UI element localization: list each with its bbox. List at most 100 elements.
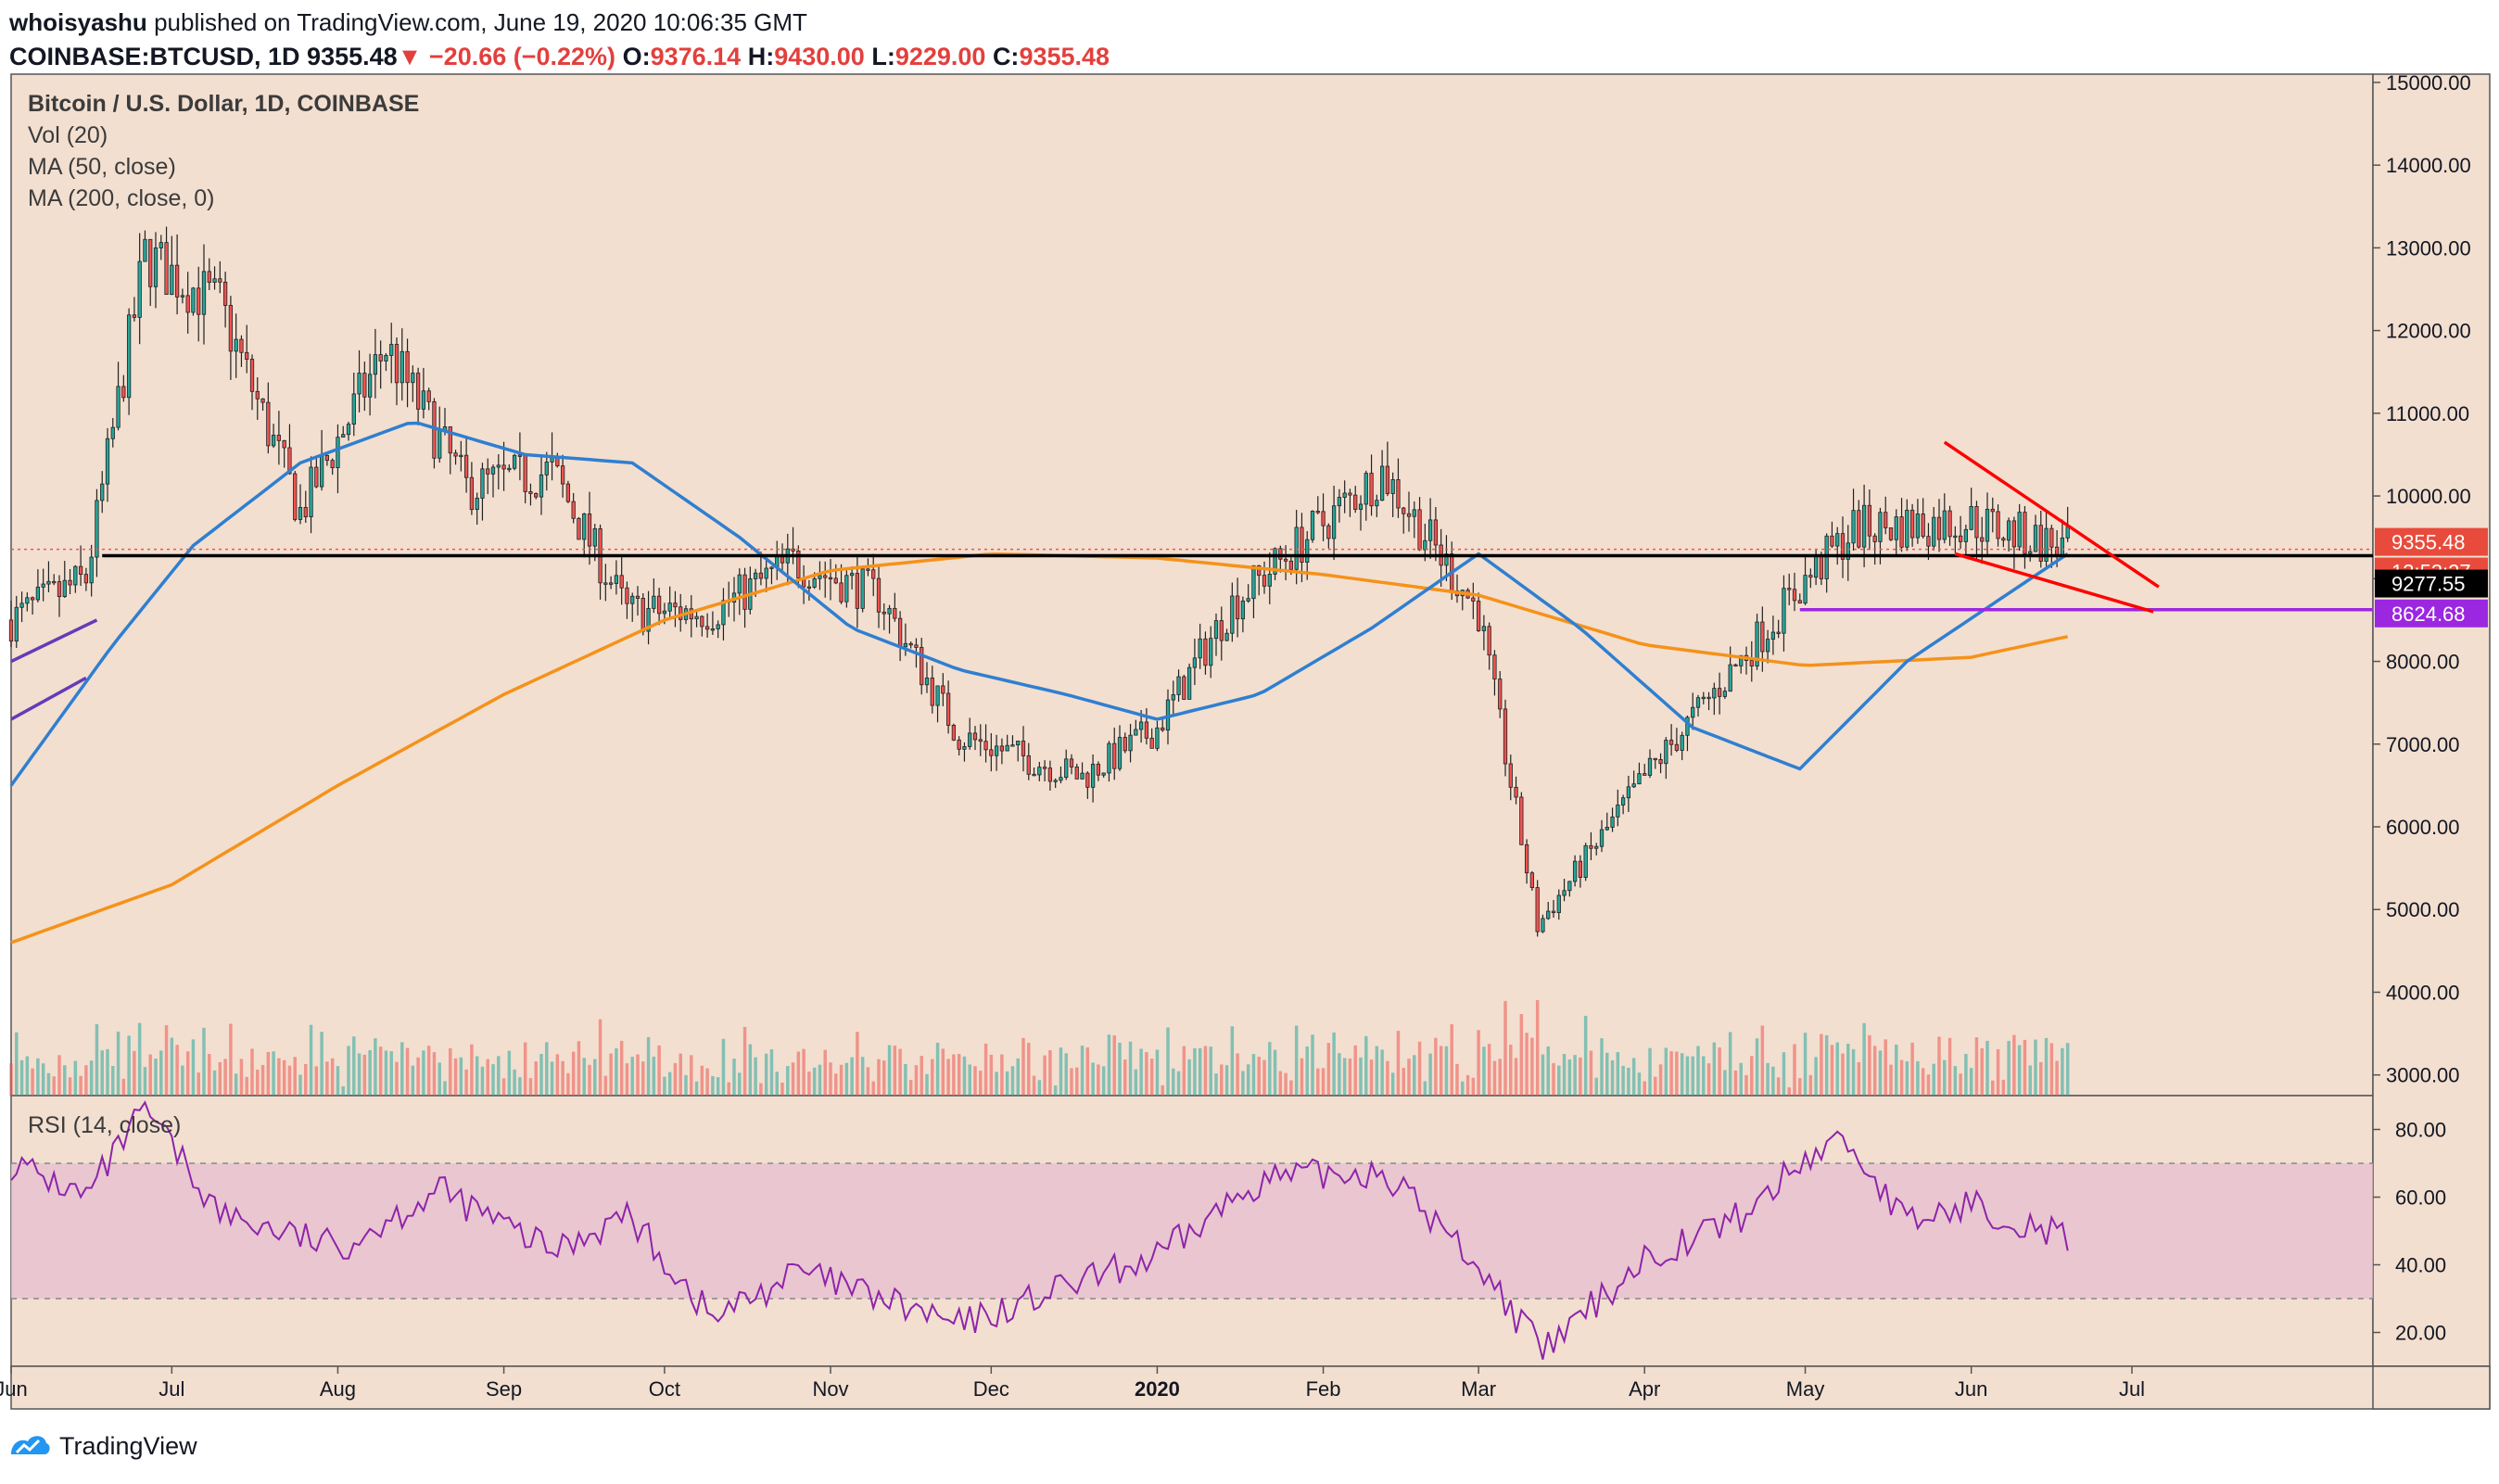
volume-bar: [197, 1072, 200, 1096]
volume-bar: [121, 1078, 126, 1096]
volume-bar: [877, 1059, 881, 1096]
time-axis-bg: [10, 1365, 2491, 1410]
volume-bar: [309, 1024, 313, 1096]
candle-body: [523, 454, 527, 492]
volume-bar: [603, 1075, 608, 1096]
candle-body: [57, 581, 62, 598]
candle-body: [635, 595, 641, 599]
candle-body: [30, 597, 35, 601]
volume-bar: [1627, 1067, 1630, 1096]
candle-body: [185, 295, 190, 313]
candle-body: [1337, 497, 1342, 507]
candle-body: [1963, 528, 1969, 542]
candle-body: [833, 577, 838, 584]
candle-body: [1905, 509, 1909, 548]
volume-bar: [1386, 1060, 1389, 1096]
volume-bar: [748, 1044, 753, 1096]
volume-bar: [1059, 1047, 1063, 1096]
volume-bar: [1669, 1051, 1673, 1096]
candle-body: [1090, 763, 1096, 788]
candle-body: [260, 398, 265, 403]
candle-body: [608, 582, 614, 585]
volume-bar: [1562, 1054, 1567, 1096]
volume-bar: [641, 1061, 645, 1096]
volume-bar: [2049, 1043, 2054, 1096]
volume-bar: [1814, 1057, 1818, 1096]
volume-bar: [1423, 1081, 1427, 1096]
candle-body: [496, 464, 501, 468]
volume-bar: [646, 1036, 651, 1096]
volume-bar: [1187, 1059, 1191, 1096]
author-name[interactable]: whoisyashu: [9, 8, 147, 36]
volume-bar: [260, 1064, 265, 1096]
candle-body: [737, 574, 742, 594]
volume-bar: [175, 1045, 179, 1096]
volume-bar: [2044, 1037, 2049, 1096]
volume-bar: [1702, 1056, 1706, 1096]
volume-bar: [57, 1055, 61, 1096]
volume-bar: [475, 1056, 479, 1096]
volume-bar: [593, 1059, 597, 1096]
volume-bar: [716, 1077, 720, 1096]
volume-bar: [438, 1062, 441, 1096]
candle-body: [276, 435, 282, 441]
candle-body: [983, 741, 988, 751]
volume-bar: [2001, 1079, 2006, 1096]
volume-bar: [657, 1045, 661, 1096]
candle-body: [191, 287, 196, 313]
candle-body: [897, 617, 903, 648]
volume-bar: [304, 1063, 308, 1096]
candle-body: [1251, 564, 1256, 600]
volume-bar: [1910, 1042, 1914, 1096]
volume-bar: [293, 1057, 297, 1096]
volume-bar: [995, 1072, 998, 1096]
volume-bar: [893, 1046, 897, 1096]
resistance-badge-bg: [2375, 569, 2488, 598]
volume-bar: [1969, 1068, 1973, 1096]
volume-bar: [1631, 1058, 1636, 1096]
rsi-tick-label: 20.00: [2395, 1322, 2446, 1345]
candle-body: [1915, 514, 1921, 539]
volume-bar: [1835, 1042, 1839, 1096]
volume-bar: [46, 1072, 51, 1096]
candle-body: [266, 401, 271, 447]
time-tick-label: 2020: [1135, 1377, 1180, 1401]
price-tick-label: 6000.00: [2386, 816, 2460, 839]
volume-bar: [79, 1075, 82, 1096]
candle-body: [1722, 691, 1728, 697]
candle-body: [249, 359, 255, 392]
volume-bar: [983, 1043, 988, 1096]
time-tick-label: Jun: [1955, 1377, 1987, 1401]
candle-body: [1980, 537, 1985, 542]
candle-body: [1176, 676, 1181, 695]
volume-bar: [1728, 1032, 1732, 1096]
candle-body: [1524, 843, 1529, 874]
volume-bar: [577, 1041, 581, 1096]
volume-bar: [1793, 1044, 1796, 1096]
candle-body: [1556, 894, 1561, 914]
volume-bar: [422, 1050, 425, 1096]
footer-brand[interactable]: TradingView: [7, 1427, 197, 1465]
candle-body: [1444, 553, 1449, 566]
candle-body: [839, 582, 844, 602]
candle-body: [1433, 519, 1439, 546]
symbol-name[interactable]: COINBASE:BTCUSD, 1D: [9, 43, 300, 70]
volume-bar: [1107, 1034, 1111, 1096]
candle-body: [501, 464, 506, 470]
volume-bar: [362, 1054, 367, 1096]
candle-body: [544, 461, 549, 476]
candle-body: [1508, 763, 1513, 788]
price-tick-label: 13000.00: [2386, 236, 2471, 260]
candle-body: [1369, 473, 1374, 507]
volume-bar: [742, 1026, 747, 1096]
candle-body: [1990, 508, 1995, 513]
volume-bar: [256, 1069, 260, 1096]
volume-bar: [775, 1072, 779, 1096]
candle-body: [630, 595, 635, 604]
volume-bar: [330, 1058, 335, 1096]
volume-bar: [1985, 1040, 1989, 1096]
volume-bar: [1091, 1062, 1095, 1096]
volume-bar: [272, 1051, 275, 1096]
